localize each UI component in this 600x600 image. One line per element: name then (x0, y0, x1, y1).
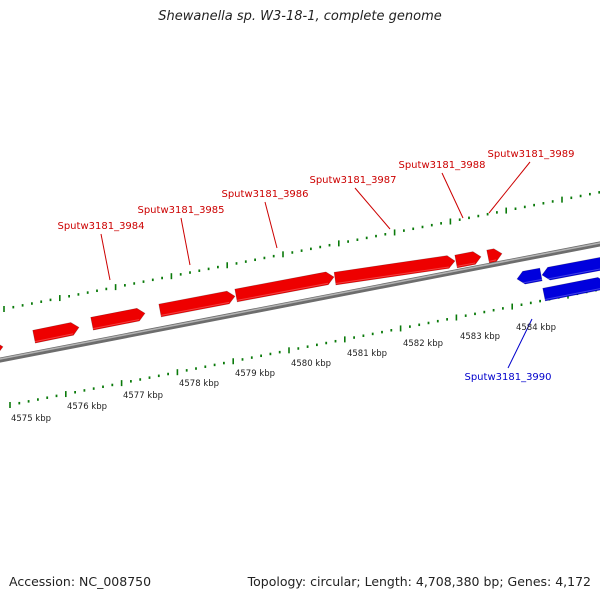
gene-callouts: Sputw3181_3984 Sputw3181_3985 Sputw3181_39… (57, 149, 574, 383)
gene-arrow-sputw3181-3986-highlight (160, 301, 230, 316)
gene-arrow-sputw3181-3984-highlight (34, 333, 74, 343)
gene-label-sputw3181-3987[interactable]: Sputw3181_3987 (309, 175, 396, 186)
callout-line-sputw3181-3984 (100, 233, 111, 281)
backbone-line (0, 241, 600, 363)
gene-arrows (0, 248, 600, 356)
scale-label: 4582 kbp (403, 339, 443, 349)
gene-arrow-sputw3181-3990-highlight (542, 268, 600, 281)
gene-arrow-small-red-highlight (488, 259, 497, 262)
gene-arrow-blue-lower-highlight (544, 288, 600, 300)
scale-label: 4580 kbp (291, 359, 331, 369)
gene-label-sputw3181-3984[interactable]: Sputw3181_3984 (57, 221, 144, 232)
scale-label: 4584 kbp (516, 323, 556, 333)
callout-line-sputw3181-3986 (264, 201, 278, 249)
gene-arrow-sputw3181-3985-highlight (92, 319, 140, 330)
scale-label: 4575 kbp (11, 414, 51, 424)
callout-line-sputw3181-3988 (441, 172, 464, 219)
scale-label: 4577 kbp (123, 391, 163, 401)
topology-info-text: Topology: circular; Length: 4,708,380 bp… (247, 574, 591, 589)
callout-line-sputw3181-3990 (507, 318, 533, 369)
gene-arrow-sputw3181-3985[interactable] (90, 307, 146, 331)
gene-arrow-sputw3181-3987[interactable] (234, 271, 335, 303)
gene-arrow-sputw3181-3989[interactable] (454, 251, 482, 269)
gene-arrow-sputw3181-3987-highlight (236, 282, 329, 301)
callout-line-sputw3181-3989 (488, 161, 531, 214)
gene-arrow-partial[interactable] (0, 342, 4, 356)
scale-labels: 4575 kbp 4576 kbp 4577 kbp 4578 kbp 4579 kbp… (11, 323, 556, 424)
upper-tick-track (3, 191, 600, 312)
gene-label-sputw3181-3985[interactable]: Sputw3181_3985 (137, 205, 224, 216)
map-title: Shewanella sp. W3-18-1, complete genome (158, 9, 442, 24)
gene-label-sputw3181-3986[interactable]: Sputw3181_3986 (221, 189, 308, 200)
gene-label-sputw3181-3988[interactable]: Sputw3181_3988 (398, 160, 485, 171)
gene-arrow-sputw3181-3986[interactable] (158, 290, 236, 318)
gene-label-sputw3181-3989[interactable]: Sputw3181_3989 (487, 149, 574, 160)
scale-label: 4578 kbp (179, 379, 219, 389)
callout-line-sputw3181-3987 (354, 187, 391, 230)
backbone-highlight (0, 242, 600, 360)
gene-arrow-sputw3181-3984[interactable] (32, 322, 80, 344)
scale-label: 4583 kbp (460, 332, 500, 342)
scale-label: 4576 kbp (67, 402, 107, 412)
scale-label: 4581 kbp (347, 349, 387, 359)
gene-arrow-sputw3181-3988[interactable] (333, 255, 456, 286)
callout-line-sputw3181-3985 (180, 217, 191, 266)
gene-arrow-sputw3181-3990[interactable] (541, 256, 600, 281)
gene-arrow-small-red[interactable] (486, 248, 503, 264)
accession-text: Accession: NC_008750 (9, 574, 152, 589)
gene-label-sputw3181-3990[interactable]: Sputw3181_3990 (464, 372, 551, 383)
scale-label: 4579 kbp (235, 369, 275, 379)
gene-arrow-blue-small-highlight (517, 278, 543, 285)
gene-arrow-blue-lower[interactable] (542, 277, 600, 302)
gene-arrow-sputw3181-3989-highlight (456, 262, 476, 267)
gene-arrow-sputw3181-3988-highlight (335, 266, 449, 285)
gene-arrow-blue-small[interactable] (516, 267, 543, 285)
lower-tick-track (9, 288, 597, 408)
genome-backbone (0, 241, 600, 363)
